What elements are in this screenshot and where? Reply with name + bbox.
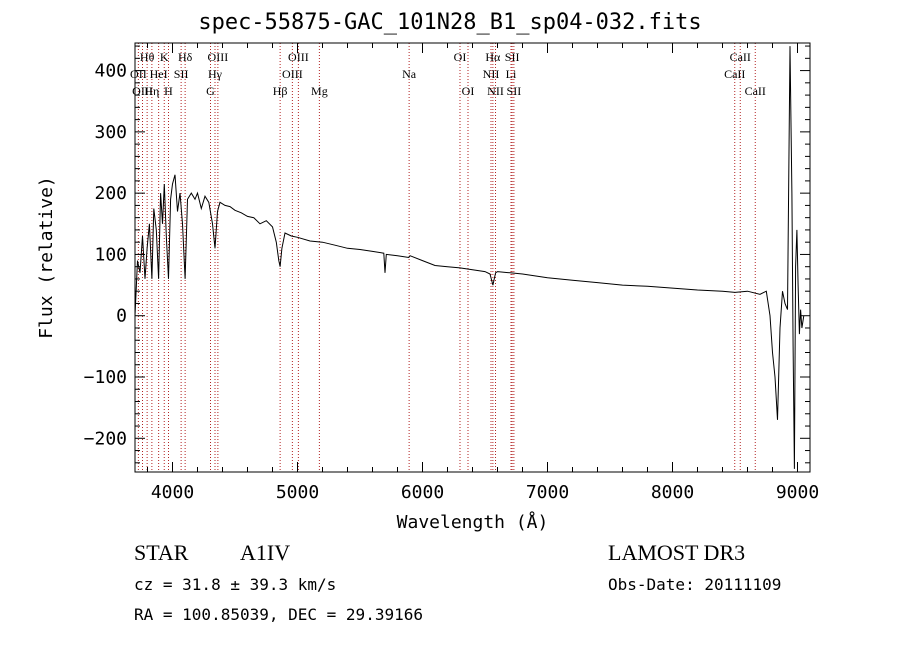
spectral-line-label: NII: [487, 84, 504, 98]
spectral-line-label: OII: [130, 67, 147, 81]
x-axis-label: Wavelength (Å): [397, 511, 549, 533]
spectral-line-label: Hδ: [178, 50, 193, 64]
spectral-line-label: Hη: [144, 84, 159, 98]
spectral-line-label: CaII: [730, 50, 751, 64]
spectral-line-label: OIII: [132, 84, 153, 98]
y-tick-label: −100: [84, 367, 127, 388]
x-tick-label: 7000: [526, 482, 569, 503]
y-tick-label: 400: [94, 61, 127, 82]
spectral-line-label: NII: [483, 67, 500, 81]
y-tick-label: 100: [94, 244, 127, 265]
x-tick-label: 5000: [276, 482, 319, 503]
spectral-line-label: H: [164, 84, 173, 98]
y-tick-label: 200: [94, 183, 127, 204]
spectral-line-label: Hθ: [140, 50, 155, 64]
spectral-line-label: OIII: [208, 50, 229, 64]
spectral-line-label: SII: [505, 50, 520, 64]
x-tick-label: 8000: [651, 482, 694, 503]
spectral-line-label: Hγ: [208, 67, 223, 81]
spectral-line-label: K: [160, 50, 169, 64]
object-class: STAR: [134, 540, 189, 565]
spectral-line-label: Hα: [485, 50, 501, 64]
coordinates: RA = 100.85039, DEC = 29.39166: [134, 605, 423, 624]
spectral-line-label: OI: [462, 84, 475, 98]
spectral-line-label: OI: [454, 50, 467, 64]
spectral-line-label: SII: [174, 67, 189, 81]
x-tick-label: 9000: [776, 482, 819, 503]
object-subclass: A1IV: [240, 540, 291, 565]
redshift-value: cz = 31.8 ± 39.3 km/s: [134, 575, 337, 594]
spectrum-line: [134, 46, 805, 469]
spectral-line-label: OIII: [282, 67, 303, 81]
chart-title: spec-55875-GAC_101N28_B1_sp04-032.fits: [198, 10, 702, 35]
spectral-line-label: CaII: [745, 84, 766, 98]
spectral-line-label: SII: [507, 84, 522, 98]
y-axis-label: Flux (relative): [36, 176, 57, 339]
spectral-line-label: Na: [402, 67, 417, 81]
spectral-line-label: OIII: [288, 50, 309, 64]
y-tick-label: 300: [94, 122, 127, 143]
spectral-line-label: CaII: [724, 67, 745, 81]
spectral-line-label: Mg: [311, 84, 328, 98]
spectral-line-label: HeI: [150, 67, 168, 81]
spectral-line-label: Li: [506, 67, 517, 81]
x-tick-label: 6000: [401, 482, 444, 503]
observation-date: Obs-Date: 20111109: [608, 575, 782, 594]
y-tick-label: −200: [84, 428, 127, 449]
spectral-line-label: Hβ: [273, 84, 288, 98]
plot-frame: [134, 42, 811, 473]
x-tick-label: 4000: [151, 482, 194, 503]
spectral-line-label: G: [206, 84, 215, 98]
survey-name: LAMOST DR3: [608, 540, 746, 565]
y-tick-label: 0: [116, 306, 127, 327]
